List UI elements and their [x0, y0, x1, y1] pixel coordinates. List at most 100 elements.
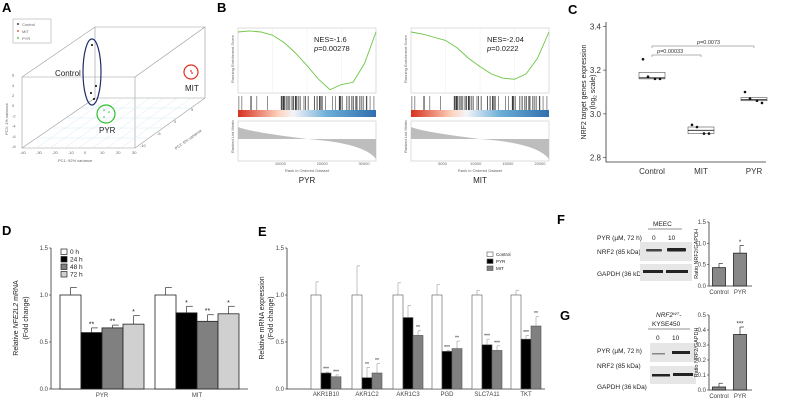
- blot-row-label: GAPDH (36 kDa): [597, 271, 647, 278]
- p-value: =0.00278: [318, 44, 350, 53]
- panel-label-e: E: [258, 224, 267, 239]
- x-tick-label: 10: [100, 150, 105, 155]
- pc1-axis-label: PC1: 92% variance: [58, 158, 93, 163]
- grid-line: [36, 97, 109, 149]
- p-symbol: p: [486, 44, 491, 53]
- nes-annotation: NES=-2.04: [487, 35, 524, 44]
- gsea-plot-pyr: NES=-1.6p=0.00278 Running Enrichment Scor…: [230, 27, 377, 185]
- legend-label: 48 h: [70, 264, 83, 271]
- x-tick-label: AKR1B10: [313, 392, 340, 398]
- y-tick-label: 1.0: [40, 293, 49, 299]
- y-tick-label: 1.5: [40, 246, 49, 252]
- x-tick-label: 0: [84, 150, 87, 155]
- x-tick-label: AKR1C2: [355, 392, 379, 398]
- p-symbol: p: [313, 44, 318, 53]
- bar: [392, 294, 404, 390]
- bar: [530, 325, 542, 390]
- x-tick-label: PYR: [734, 394, 747, 400]
- control-ellipse: [82, 38, 102, 106]
- legend-label: 72 h: [70, 272, 83, 279]
- bar: [451, 348, 463, 390]
- y-tick-label: 2: [12, 93, 15, 98]
- bar: [510, 294, 522, 390]
- comparison-bracket: [651, 54, 702, 57]
- bar: [59, 294, 82, 390]
- grid-line: [92, 97, 164, 149]
- y-tick-label: -6: [12, 134, 16, 139]
- box: [638, 72, 666, 80]
- bar: [310, 294, 322, 390]
- nes-annotation: NES=-1.6: [314, 35, 347, 44]
- y-axis-label: Relative NFE2L2 mRNA: [13, 280, 20, 356]
- bar: [712, 386, 726, 391]
- y-tick-label: 0.0: [698, 284, 707, 290]
- y-tick-label: 1.5: [276, 246, 285, 252]
- significance-label: *: [185, 300, 188, 307]
- bar: [351, 294, 363, 390]
- y-tick-label: 0: [12, 103, 15, 108]
- y-tick-label: 1.0: [276, 293, 285, 299]
- y-tick-label: 0.4: [698, 328, 707, 334]
- cell-line-label: NRF2WT-: [656, 311, 681, 319]
- y-tick-label: 0.5: [698, 263, 707, 269]
- metric-axis-label: Ranked List Metric: [403, 120, 408, 153]
- legend-swatch: [60, 248, 68, 255]
- y-tick-label: 0.0: [40, 387, 49, 393]
- y-axis-label: Ratio NRF2/GAPDH: [694, 229, 700, 279]
- data-point: [658, 77, 662, 81]
- cell-line-label-2: KYSE450: [652, 321, 681, 328]
- ranked-color-bar: [411, 110, 549, 117]
- y-axis-label: Ratio NRF2/GAPDH: [694, 328, 700, 378]
- x-tick-label: PYR: [746, 167, 763, 176]
- bar: [361, 377, 373, 390]
- bar: [330, 376, 342, 390]
- grid-line: [78, 97, 151, 149]
- significance-label: ***: [484, 334, 490, 340]
- data-point: [760, 101, 764, 105]
- bar: [712, 267, 726, 287]
- bar: [520, 338, 532, 390]
- p-symbol: p: [696, 40, 700, 46]
- bar: [320, 372, 332, 390]
- legend-label: 0 h: [70, 249, 79, 256]
- legend-swatch: [486, 258, 494, 264]
- z-tick-label: -10: [140, 143, 147, 148]
- x-tick-label: AKR1C3: [396, 392, 420, 398]
- legend-label: Control: [496, 252, 511, 257]
- bar: [80, 332, 103, 390]
- bar: [175, 312, 198, 390]
- x-tick-label: 10000: [470, 161, 482, 166]
- bar: [481, 344, 493, 390]
- legend-pyr: PYR: [22, 36, 30, 41]
- nrf2-band-image: [640, 242, 692, 261]
- y-axis-label: Relative mRNA expression: [259, 276, 266, 359]
- y-tick-label: -8: [12, 144, 16, 149]
- data-point: [653, 77, 657, 81]
- group-label-mit: MIT: [185, 84, 199, 93]
- z-tick-label: 5: [191, 107, 194, 112]
- ratio-bar-chart-f: 0.0 0.5 1.0 1.5 Control * PYR Ratio NRF2/GAPDH: [694, 220, 752, 296]
- significance-label: **: [455, 336, 459, 342]
- y-axis-label-2: (Fold change): [23, 296, 30, 339]
- y-tick-label: 0.0: [276, 387, 285, 393]
- panel-label-c: C: [568, 2, 578, 17]
- western-blot-f: PYR (µM, 72 h) MEEC 0 10 NRF2 (85 kDa) G…: [597, 221, 692, 281]
- lane-label: 0: [656, 335, 660, 342]
- cell-line-label: MEEC: [653, 221, 672, 228]
- legend-swatch: [486, 265, 494, 271]
- ylabel-gene: NFE2L2: [13, 303, 20, 329]
- data-point: [755, 99, 759, 103]
- legend-swatch: [60, 256, 68, 263]
- y-tick-label: 3.2: [590, 66, 602, 75]
- bar: [471, 294, 483, 390]
- y-tick-label: 2.8: [590, 154, 602, 163]
- comparison-p-value: p=0.00033: [656, 49, 683, 55]
- enrichment-score-line: [410, 31, 550, 80]
- significance-label: **: [534, 311, 538, 317]
- y-tick-label: 4: [12, 83, 15, 88]
- x-tick-label: -40: [20, 150, 27, 155]
- x-tick-label: 30: [132, 150, 137, 155]
- group-label-control: Control: [55, 69, 81, 78]
